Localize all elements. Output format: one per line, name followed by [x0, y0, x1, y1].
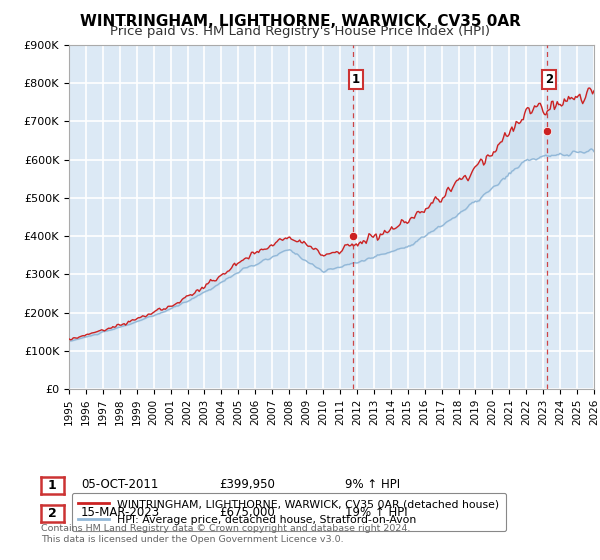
Text: £675,000: £675,000 — [219, 506, 275, 519]
Text: Price paid vs. HM Land Registry's House Price Index (HPI): Price paid vs. HM Land Registry's House … — [110, 25, 490, 38]
Text: 19% ↑ HPI: 19% ↑ HPI — [345, 506, 407, 519]
Text: 15-MAR-2023: 15-MAR-2023 — [81, 506, 160, 519]
Text: 1: 1 — [352, 73, 359, 86]
Legend: WINTRINGHAM, LIGHTHORNE, WARWICK, CV35 0AR (detached house), HPI: Average price,: WINTRINGHAM, LIGHTHORNE, WARWICK, CV35 0… — [72, 493, 506, 531]
Text: 9% ↑ HPI: 9% ↑ HPI — [345, 478, 400, 491]
Text: 2: 2 — [48, 507, 56, 520]
Text: 1: 1 — [48, 479, 56, 492]
Text: £399,950: £399,950 — [219, 478, 275, 491]
Text: 05-OCT-2011: 05-OCT-2011 — [81, 478, 158, 491]
Text: Contains HM Land Registry data © Crown copyright and database right 2024.
This d: Contains HM Land Registry data © Crown c… — [41, 524, 410, 544]
Text: 2: 2 — [545, 73, 553, 86]
Text: WINTRINGHAM, LIGHTHORNE, WARWICK, CV35 0AR: WINTRINGHAM, LIGHTHORNE, WARWICK, CV35 0… — [80, 14, 520, 29]
